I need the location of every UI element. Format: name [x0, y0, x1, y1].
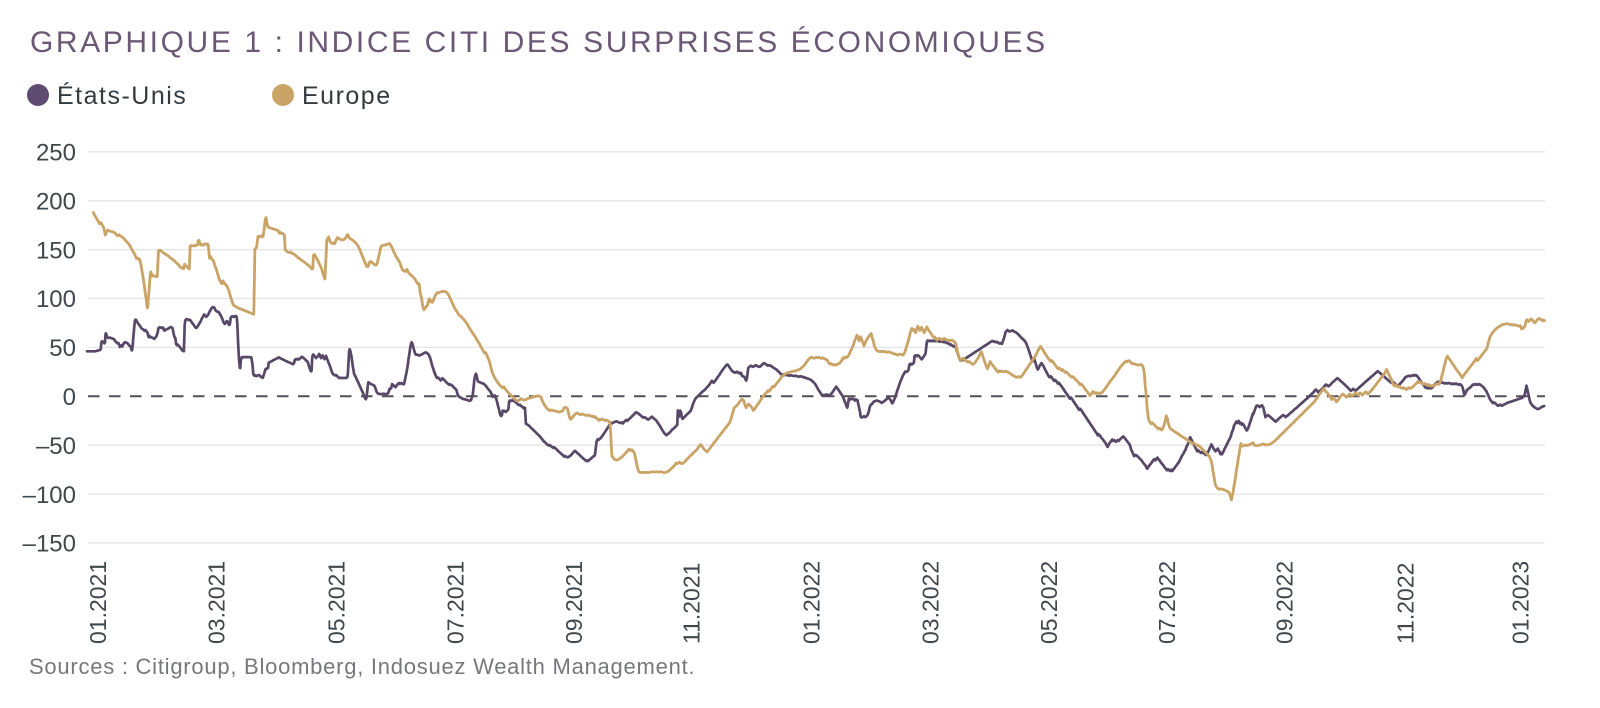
- svg-text:11.2021: 11.2021: [679, 563, 705, 644]
- svg-text:Europe: Europe: [302, 82, 392, 110]
- svg-text:09.2022: 09.2022: [1272, 561, 1298, 644]
- svg-text:01.2023: 01.2023: [1508, 561, 1534, 644]
- svg-text:07.2021: 07.2021: [443, 561, 469, 644]
- svg-text:États-Unis: États-Unis: [57, 81, 187, 110]
- svg-text:09.2021: 09.2021: [561, 561, 587, 644]
- svg-text:0: 0: [63, 384, 76, 411]
- svg-text:01.2022: 01.2022: [799, 561, 825, 644]
- svg-text:03.2022: 03.2022: [918, 561, 944, 644]
- svg-text:–100: –100: [23, 482, 76, 509]
- svg-text:05.2021: 05.2021: [324, 561, 350, 644]
- svg-text:Sources : Citigroup, Bloomberg: Sources : Citigroup, Bloomberg, Indosuez…: [29, 654, 695, 679]
- svg-text:100: 100: [36, 286, 76, 313]
- svg-text:150: 150: [36, 237, 76, 264]
- svg-text:–150: –150: [23, 531, 76, 558]
- svg-text:–50: –50: [36, 433, 76, 460]
- svg-text:250: 250: [36, 140, 76, 167]
- svg-text:01.2021: 01.2021: [85, 561, 111, 644]
- svg-text:03.2021: 03.2021: [204, 561, 230, 644]
- svg-text:GRAPHIQUE 1 : INDICE CITI DES: GRAPHIQUE 1 : INDICE CITI DES SURPRISES …: [30, 26, 1048, 59]
- svg-text:07.2022: 07.2022: [1154, 561, 1180, 644]
- svg-text:05.2022: 05.2022: [1036, 561, 1062, 644]
- svg-text:11.2022: 11.2022: [1393, 563, 1419, 644]
- svg-text:50: 50: [49, 335, 76, 362]
- svg-text:200: 200: [36, 189, 76, 216]
